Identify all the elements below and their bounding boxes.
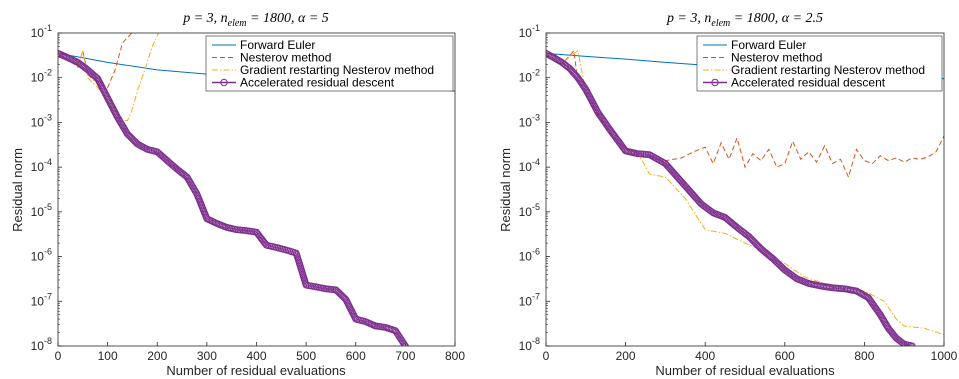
data-point bbox=[903, 341, 911, 346]
data-point bbox=[142, 145, 150, 153]
y-tick-label: 10-1 bbox=[31, 23, 52, 40]
y-tick-label: 10-7 bbox=[519, 291, 540, 308]
data-point bbox=[770, 256, 778, 264]
x-tick-label: 800 bbox=[445, 349, 465, 363]
data-point bbox=[769, 255, 777, 263]
x-tick-label: 0 bbox=[55, 349, 62, 363]
chart-right: p = 3, nelem = 1800, α = 2.5 0 200 400 600 8… bbox=[498, 11, 958, 378]
data-point bbox=[401, 341, 408, 346]
data-point bbox=[771, 257, 779, 265]
x-tick-label: 600 bbox=[346, 349, 366, 363]
chart-left-xticks: 0 100 200 300 400 500 600 700 800 bbox=[55, 342, 465, 363]
chart-left-plot-area bbox=[58, 33, 455, 346]
y-tick-label: 10-4 bbox=[519, 157, 540, 174]
legend-label: Nesterov method bbox=[240, 51, 331, 65]
y-tick-label: 10-8 bbox=[31, 336, 52, 353]
y-tick-label: 10-5 bbox=[31, 202, 52, 219]
y-tick-label: 10-3 bbox=[31, 112, 52, 129]
legend-marker bbox=[711, 78, 719, 87]
chart-right-axes-box bbox=[545, 32, 945, 347]
data-point bbox=[908, 342, 916, 346]
chart-right-yticks: 10-8 10-7 10-6 10-5 10-4 10-3 10-2 10-1 bbox=[519, 23, 550, 353]
chart-left-axes-box bbox=[57, 32, 456, 347]
data-point bbox=[58, 49, 62, 57]
chart-right-xlabel: Number of residual evaluations bbox=[655, 363, 835, 378]
y-tick-label: 10-7 bbox=[31, 291, 52, 308]
x-tick-label: 100 bbox=[98, 349, 118, 363]
data-point bbox=[905, 341, 913, 346]
legend-label: Nesterov method bbox=[731, 51, 822, 65]
chart-left-title: p = 3, nelem = 1800, α = 5 bbox=[182, 11, 329, 29]
series-line bbox=[546, 49, 944, 336]
chart-left-ylabel: Residual norm bbox=[10, 148, 25, 232]
chart-right-xticks: 0 200 400 600 800 1000 bbox=[543, 342, 958, 363]
legend-label: Accelerated residual descent bbox=[240, 76, 395, 90]
series-markers bbox=[546, 49, 916, 346]
y-tick-label: 10-8 bbox=[519, 336, 540, 353]
x-tick-label: 700 bbox=[395, 349, 415, 363]
x-tick-label: 1000 bbox=[931, 349, 958, 363]
x-tick-label: 600 bbox=[775, 349, 795, 363]
data-point bbox=[902, 341, 910, 346]
series-line bbox=[546, 49, 944, 179]
chart-right-title: p = 3, nelem = 1800, α = 2.5 bbox=[666, 11, 823, 29]
legend-label: Gradient restarting Nesterov method bbox=[731, 63, 925, 77]
chart-left-yticks: 10-8 10-7 10-6 10-5 10-4 10-3 10-2 10-1 bbox=[31, 23, 62, 353]
data-point bbox=[774, 259, 782, 267]
chart-left-xlabel: Number of residual evaluations bbox=[166, 363, 346, 378]
data-point bbox=[401, 342, 409, 346]
y-tick-label: 10-4 bbox=[31, 157, 52, 174]
x-tick-label: 0 bbox=[543, 349, 550, 363]
series-line bbox=[58, 33, 160, 122]
y-tick-label: 10-1 bbox=[519, 23, 540, 40]
legend-box bbox=[205, 35, 454, 92]
data-point bbox=[899, 339, 907, 346]
y-tick-label: 10-5 bbox=[519, 202, 540, 219]
y-tick-label: 10-2 bbox=[31, 68, 52, 85]
data-point bbox=[776, 262, 784, 269]
x-tick-label: 200 bbox=[616, 349, 636, 363]
x-tick-label: 500 bbox=[296, 349, 316, 363]
data-point bbox=[695, 198, 703, 205]
chart-right-ylabel: Residual norm bbox=[498, 148, 513, 232]
series-markers bbox=[58, 49, 409, 346]
chart-left: p = 3, nelem = 1800, α = 5 0 100 200 300 400… bbox=[10, 11, 465, 378]
data-point bbox=[777, 263, 785, 271]
y-tick-label: 10-2 bbox=[519, 68, 540, 85]
legend-marker bbox=[220, 78, 228, 87]
x-tick-label: 300 bbox=[197, 349, 217, 363]
data-point bbox=[772, 258, 780, 266]
x-tick-label: 400 bbox=[695, 349, 715, 363]
chart-right-plot-area bbox=[546, 49, 944, 346]
x-tick-label: 800 bbox=[854, 349, 874, 363]
legend-box bbox=[696, 35, 943, 92]
x-tick-label: 200 bbox=[147, 349, 167, 363]
legend-label: Gradient restarting Nesterov method bbox=[240, 63, 434, 77]
y-tick-label: 10-6 bbox=[31, 247, 52, 264]
y-tick-label: 10-6 bbox=[519, 247, 540, 264]
legend-label: Forward Euler bbox=[240, 38, 315, 52]
data-point bbox=[900, 340, 908, 346]
legend-label: Forward Euler bbox=[731, 38, 806, 52]
data-point bbox=[775, 260, 783, 268]
y-tick-label: 10-3 bbox=[519, 112, 540, 129]
x-tick-label: 400 bbox=[246, 349, 266, 363]
data-point bbox=[546, 49, 550, 57]
legend-label: Accelerated residual descent bbox=[731, 76, 886, 90]
